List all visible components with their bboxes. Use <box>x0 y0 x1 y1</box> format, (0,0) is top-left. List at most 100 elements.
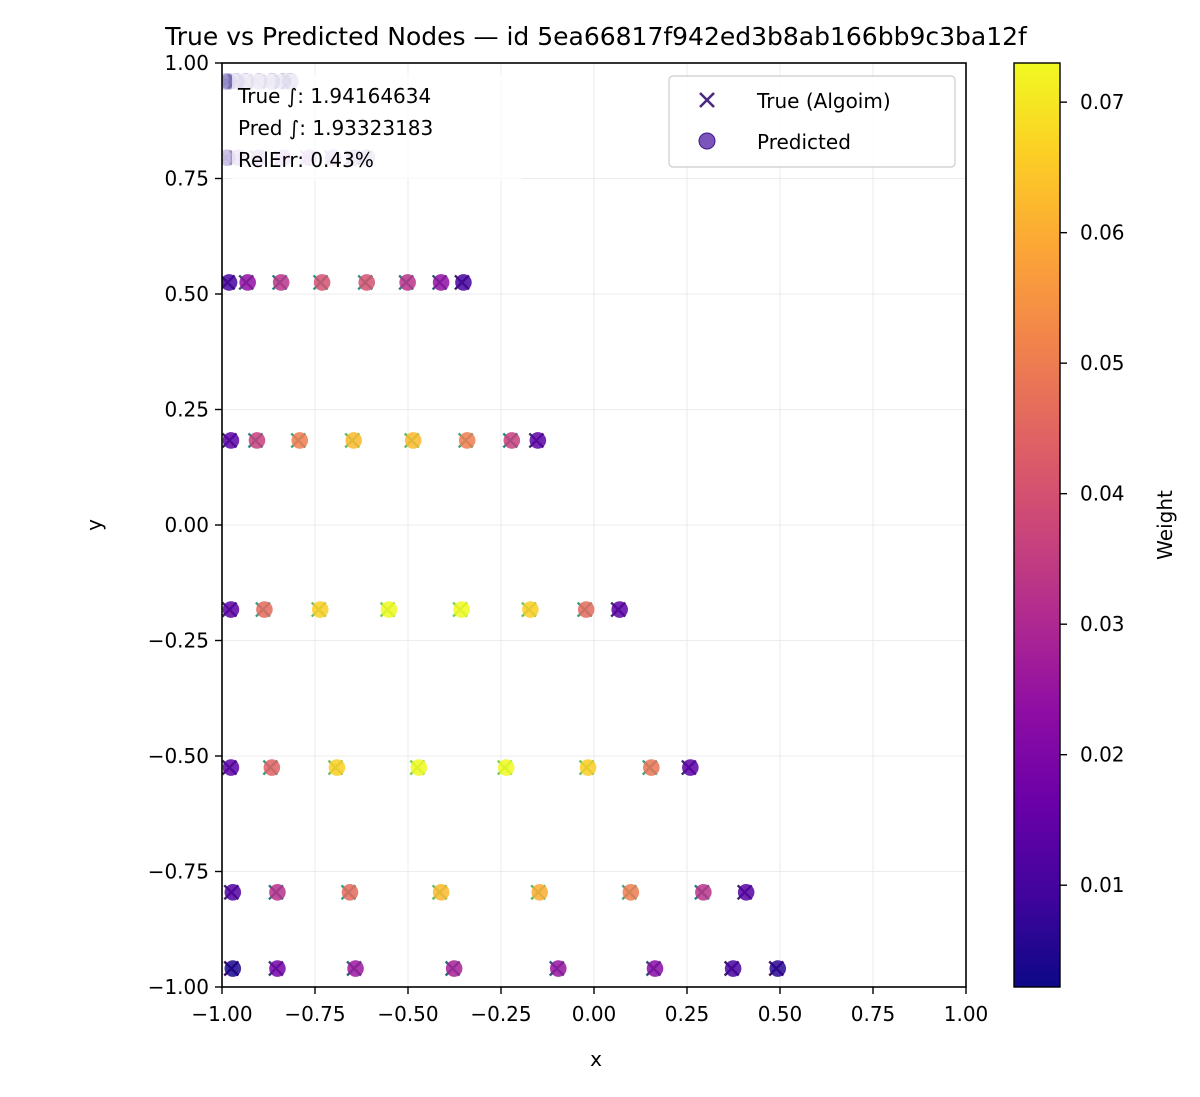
node-pair <box>327 759 346 776</box>
true-node-marker <box>222 73 232 86</box>
legend-entry-predicted: Predicted <box>757 130 851 154</box>
predicted-node-point <box>256 601 273 618</box>
colorbar-tick-label: 0.04 <box>1080 482 1125 506</box>
node-pair <box>521 601 539 618</box>
predicted-node-point <box>341 883 359 901</box>
predicted-node-point <box>404 432 422 449</box>
annotation-pred-integral: Pred ∫: 1.93323183 <box>238 116 433 140</box>
colorbar-ticks: 0.01 0.02 0.03 0.04 0.05 0.06 0.07 <box>1060 90 1125 897</box>
predicted-node-point <box>643 759 660 776</box>
predicted-node-point <box>263 759 281 776</box>
colorbar-tick-label: 0.06 <box>1080 221 1125 245</box>
predicted-node-point <box>432 883 450 901</box>
x-tick-label: 1.00 <box>944 1002 989 1026</box>
node-pair <box>641 759 660 776</box>
predicted-node-point <box>522 601 539 618</box>
predicted-node-point <box>224 883 242 901</box>
node-pair <box>548 960 567 977</box>
colorbar: 0.01 0.02 0.03 0.04 0.05 0.06 0.07 Weight <box>1013 62 1177 988</box>
predicted-node-point <box>497 759 515 776</box>
node-pair <box>431 274 450 291</box>
predicted-node-point <box>291 432 309 449</box>
x-tick-label: −0.75 <box>284 1002 345 1026</box>
predicted-node-point <box>311 601 329 618</box>
annotation-true-integral: True ∫: 1.94164634 <box>237 84 431 108</box>
node-pair <box>576 601 595 618</box>
predicted-node-point <box>432 274 450 291</box>
node-pair <box>222 759 240 776</box>
node-pair <box>681 759 699 776</box>
node-pair <box>768 960 787 977</box>
node-pair <box>247 432 266 449</box>
predicted-node-point <box>222 759 240 776</box>
node-pair <box>694 883 712 901</box>
predicted-node-point <box>224 960 242 977</box>
predicted-node-point <box>453 601 470 618</box>
node-pair <box>398 274 416 291</box>
y-tick-label: −0.25 <box>148 629 209 653</box>
node-pair <box>268 883 286 901</box>
predicted-node-point <box>529 432 547 449</box>
node-pair <box>312 274 331 291</box>
predicted-node-point <box>222 274 238 291</box>
node-pair <box>496 759 515 776</box>
predicted-node-point <box>313 274 331 291</box>
predicted-node-point <box>682 759 699 776</box>
predicted-node-point <box>347 960 364 977</box>
predicted-node-point <box>410 759 428 776</box>
x-tick-label: 0.25 <box>665 1002 710 1026</box>
x-tick-label: 0.00 <box>572 1002 617 1026</box>
node-pair <box>344 432 363 449</box>
node-pair <box>379 601 398 618</box>
colorbar-tick-label: 0.05 <box>1080 351 1125 375</box>
x-tick-label: 0.75 <box>851 1002 896 1026</box>
node-pair <box>403 432 422 449</box>
node-pair <box>223 883 242 901</box>
node-pair <box>290 432 309 449</box>
node-pair <box>610 601 628 618</box>
node-pair <box>222 432 240 449</box>
predicted-node-point <box>269 883 286 901</box>
predicted-node-point <box>269 960 286 977</box>
colorbar-label: Weight <box>1153 490 1177 560</box>
x-axis-label: x <box>590 1047 602 1071</box>
legend-predicted-marker <box>698 132 716 150</box>
node-pair <box>457 432 476 449</box>
node-pair <box>346 960 364 977</box>
true-node-marker <box>222 149 234 164</box>
node-pair <box>222 274 238 291</box>
legend-box <box>668 75 956 168</box>
colorbar-tick-label: 0.01 <box>1080 873 1125 897</box>
predicted-node-point <box>239 274 256 291</box>
x-tick-label: −0.50 <box>377 1002 438 1026</box>
predicted-node-point <box>380 601 398 618</box>
node-pair <box>357 274 376 291</box>
x-tick-label: −0.25 <box>470 1002 531 1026</box>
grid-lines <box>221 62 967 988</box>
predicted-node-point <box>622 883 640 901</box>
node-pair <box>736 883 755 901</box>
node-pair <box>444 960 463 977</box>
node-pair <box>621 883 640 901</box>
predicted-node-point <box>724 960 742 977</box>
y-tick-label: 1.00 <box>164 51 209 75</box>
predicted-node-point <box>272 274 290 291</box>
node-pair <box>578 759 597 776</box>
node-pair <box>452 601 470 618</box>
x-tick-label: 0.50 <box>758 1002 803 1026</box>
node-pair <box>431 883 450 901</box>
node-pair <box>454 274 472 291</box>
y-tick-label: 0.50 <box>164 282 209 306</box>
colorbar-tick-label: 0.07 <box>1080 90 1125 114</box>
predicted-node-point <box>222 432 240 449</box>
predicted-node-point <box>577 601 595 618</box>
predicted-node-point <box>611 601 628 618</box>
node-pair <box>262 759 281 776</box>
predicted-node-point <box>358 274 376 291</box>
y-tick-label: −0.50 <box>148 744 209 768</box>
y-tick-label: 0.25 <box>164 398 209 422</box>
y-tick-label: 0.00 <box>164 513 209 537</box>
predicted-node-point <box>579 759 597 776</box>
